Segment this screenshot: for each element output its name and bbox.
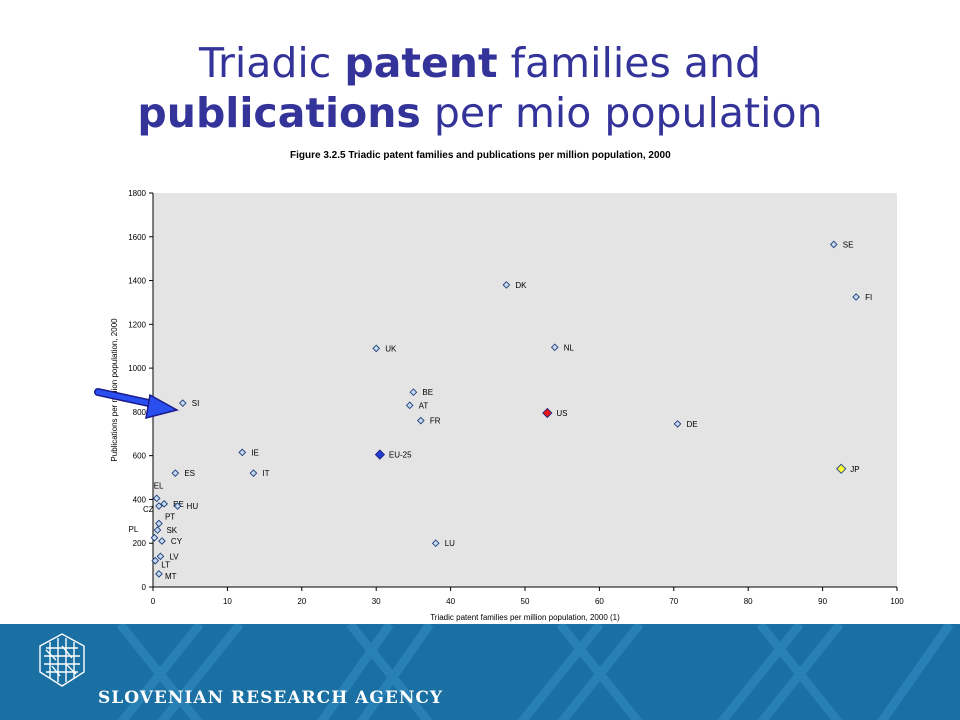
data-point-de xyxy=(673,420,682,428)
x-tick-label: 80 xyxy=(744,597,753,606)
y-tick-label: 600 xyxy=(133,452,147,461)
data-point-us xyxy=(542,407,553,419)
data-point-ee xyxy=(160,499,168,508)
data-point-nl xyxy=(550,343,559,352)
point-label-el: EL xyxy=(154,481,164,490)
y-tick-label: 800 xyxy=(133,408,147,417)
slide-title: Triadic patent families and publications… xyxy=(0,38,960,138)
x-tick-label: 70 xyxy=(669,597,678,606)
point-label-cy: CY xyxy=(171,537,183,546)
point-label-lt: LT xyxy=(161,561,170,570)
x-tick-label: 20 xyxy=(297,597,306,606)
point-label-si: SI xyxy=(192,399,200,408)
data-point-lu xyxy=(431,539,440,548)
y-tick-label: 200 xyxy=(133,539,147,548)
x-tick-label: 30 xyxy=(372,597,381,606)
data-point-lv xyxy=(156,552,165,561)
data-point-si xyxy=(178,399,187,407)
data-point-sk xyxy=(153,526,162,534)
data-point-at xyxy=(405,401,414,410)
point-label-jp: JP xyxy=(850,465,859,474)
x-tick-label: 90 xyxy=(818,597,827,606)
footer-band xyxy=(0,624,960,720)
title-text-2: families and xyxy=(497,39,762,87)
x-tick-label: 10 xyxy=(223,597,232,606)
point-label-hu: HU xyxy=(187,502,199,511)
x-tick-label: 60 xyxy=(595,597,604,606)
data-point-dk xyxy=(502,281,511,289)
point-label-be: BE xyxy=(422,388,433,397)
data-point-mt xyxy=(155,570,163,578)
x-tick-label: 50 xyxy=(521,597,530,606)
point-label-us: US xyxy=(556,409,567,418)
footer-pattern xyxy=(116,624,954,720)
pointer-arrow-icon xyxy=(94,388,180,420)
scatter-chart: 0 10 20 30 40 50 60 70 80 90 100020040060080010001… xyxy=(110,189,904,622)
x-axis-label: Triadic patent families per million popu… xyxy=(430,613,620,622)
point-label-se: SE xyxy=(843,240,854,249)
point-label-eu-25: EU-25 xyxy=(389,451,412,460)
data-point-be xyxy=(409,388,418,397)
slovenian-research-agency-logo-icon xyxy=(39,633,85,687)
point-label-de: DE xyxy=(687,420,698,429)
point-label-pl: PL xyxy=(128,525,138,534)
data-point-cz xyxy=(155,502,163,510)
point-label-ie: IE xyxy=(251,448,259,457)
y-tick-label: 1600 xyxy=(128,233,146,242)
y-tick-label: 1400 xyxy=(128,277,146,286)
point-label-pt: PT xyxy=(165,513,175,522)
title-text-3: per mio population xyxy=(420,89,823,137)
plot-area xyxy=(153,193,897,587)
data-point-hu xyxy=(173,502,182,510)
data-point-pl xyxy=(150,533,159,542)
agency-name: SLOVENIAN RESEARCH AGENCY xyxy=(98,688,444,708)
title-emphasis-publications: publications xyxy=(137,89,421,137)
y-tick-label: 0 xyxy=(142,583,147,592)
title-text-1: Triadic xyxy=(198,39,345,87)
data-point-eu-25 xyxy=(374,449,386,460)
point-label-at: AT xyxy=(419,401,429,410)
point-label-uk: UK xyxy=(385,344,397,353)
data-point-el xyxy=(152,494,161,503)
data-point-cy xyxy=(158,537,166,545)
figure-caption: Figure 3.2.5 Triadic patent families and… xyxy=(290,150,671,161)
point-label-sk: SK xyxy=(166,526,177,535)
title-emphasis-patent: patent xyxy=(344,39,498,87)
point-label-cz: CZ xyxy=(143,505,154,514)
x-tick-label: 100 xyxy=(890,597,904,606)
y-tick-label: 1000 xyxy=(128,364,146,373)
y-tick-label: 1800 xyxy=(128,189,146,198)
x-tick-label: 40 xyxy=(446,597,455,606)
x-tick-label: 0 xyxy=(151,597,156,606)
point-label-nl: NL xyxy=(564,343,575,352)
point-label-dk: DK xyxy=(515,281,527,290)
point-label-lv: LV xyxy=(169,552,179,561)
point-label-fr: FR xyxy=(430,417,441,426)
point-label-fi: FI xyxy=(865,293,872,302)
point-label-es: ES xyxy=(184,469,195,478)
data-point-lt xyxy=(151,556,160,565)
y-tick-label: 400 xyxy=(133,495,147,504)
data-point-pt xyxy=(155,519,163,528)
data-point-fr xyxy=(417,416,425,425)
data-point-uk xyxy=(372,344,381,353)
y-tick-label: 1200 xyxy=(128,320,146,329)
point-label-lu: LU xyxy=(445,539,455,548)
y-axis-label: Publications per million population, 200… xyxy=(110,318,119,462)
point-label-mt: MT xyxy=(165,572,177,581)
point-label-it: IT xyxy=(262,469,269,478)
data-point-se xyxy=(829,240,838,249)
data-point-fi xyxy=(852,293,860,301)
data-point-es xyxy=(171,469,180,478)
data-point-it xyxy=(249,469,258,478)
data-point-jp xyxy=(836,463,847,474)
data-point-ie xyxy=(238,448,247,457)
